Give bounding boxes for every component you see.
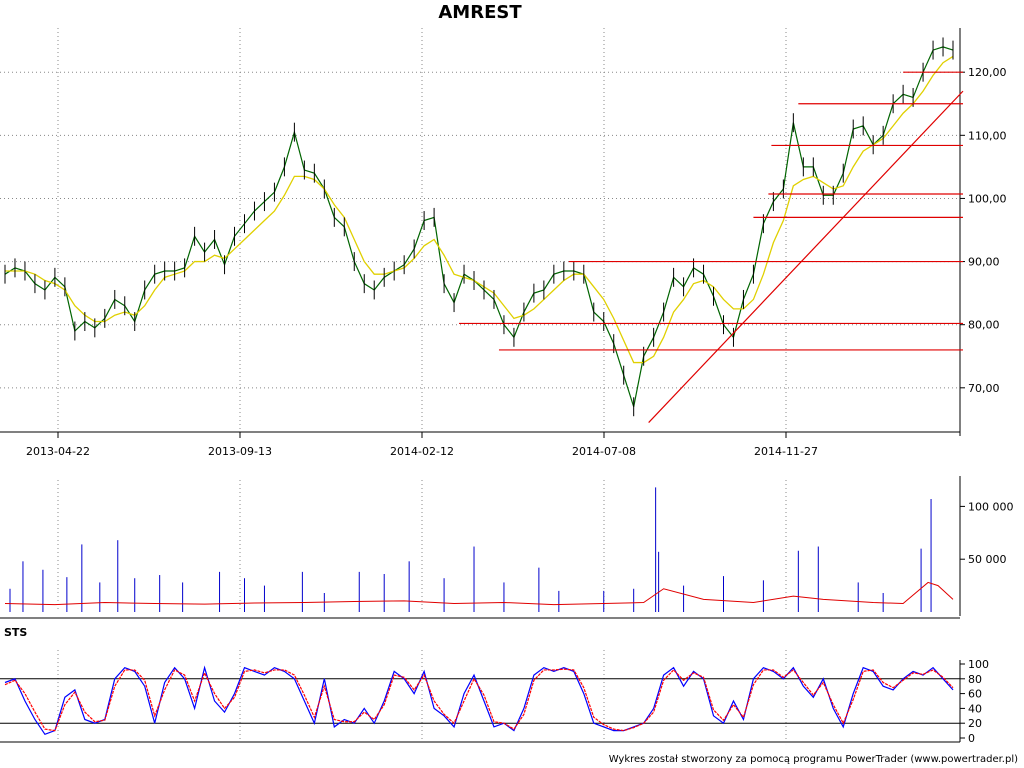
trend-line	[648, 90, 964, 423]
y-tick-label: 80,00	[968, 319, 1000, 332]
y-tick-label: 0	[968, 732, 975, 745]
y-tick-label: 60	[968, 688, 982, 701]
x-tick-label: 2014-11-27	[754, 445, 818, 458]
y-tick-label: 80	[968, 673, 982, 686]
labels-layer: 2013-04-22 2013-09-13 2014-02-12 2014-07-08…	[26, 66, 1013, 745]
footer-credit: Wykres został stworzony za pomocą progra…	[609, 754, 1018, 765]
y-tick-label: 100 000	[968, 500, 1014, 513]
y-tick-label: 100,00	[968, 192, 1007, 205]
series-layer	[4, 37, 964, 736]
y-tick-label: 120,00	[968, 66, 1007, 79]
y-tick-label: 100	[968, 658, 989, 671]
y-tick-label: 110,00	[968, 129, 1007, 142]
sts-d-line	[4, 668, 954, 732]
y-tick-label: 50 000	[968, 553, 1007, 566]
y-tick-label: 90,00	[968, 256, 1000, 269]
y-tick-label: 20	[968, 717, 982, 730]
y-tick-label: 70,00	[968, 382, 1000, 395]
y-tick-label: 40	[968, 702, 982, 715]
volume-average-line	[4, 581, 954, 606]
sts-panel-label: STS	[4, 626, 27, 639]
x-tick-label: 2014-07-08	[572, 445, 636, 458]
grid-layer	[0, 28, 960, 742]
x-tick-label: 2014-02-12	[390, 445, 454, 458]
axes-layer	[0, 28, 965, 743]
chart-title: AMREST	[438, 2, 522, 23]
x-tick-label: 2013-04-22	[26, 445, 90, 458]
x-tick-label: 2013-09-13	[208, 445, 272, 458]
moving-average-line	[5, 55, 954, 364]
sts-k-line	[4, 665, 954, 736]
price-line	[4, 46, 954, 407]
